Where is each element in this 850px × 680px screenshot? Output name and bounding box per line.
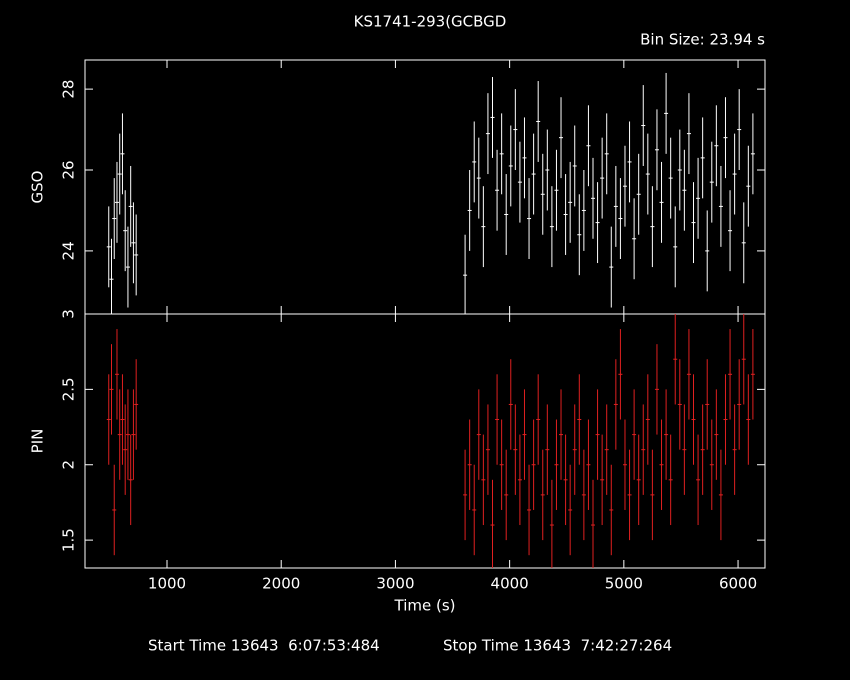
y-tick-label: 24 [60, 241, 78, 260]
chart-title: KS1741-293(GCBGD [354, 13, 507, 31]
x-tick-label: 2000 [262, 575, 300, 593]
y-tick-label: 1.5 [60, 528, 78, 552]
panel-frame [84, 313, 766, 569]
y-axis-label: PIN [29, 429, 47, 454]
x-tick-label: 1000 [148, 575, 186, 593]
x-tick-label: 4000 [491, 575, 529, 593]
stop-time: Stop Time 13643 7:42:27:264 [443, 637, 672, 655]
y-tick-label: 28 [60, 80, 78, 99]
y-tick-label: 3 [60, 309, 78, 319]
y-tick-label: 26 [60, 160, 78, 179]
x-tick-label: 3000 [376, 575, 414, 593]
x-tick-label: 5000 [605, 575, 643, 593]
series [106, 314, 755, 568]
bin-size: Bin Size: 23.94 s [640, 31, 765, 49]
start-time: Start Time 13643 6:07:53:484 [148, 637, 380, 655]
x-axis-label: Time (s) [394, 597, 456, 615]
y-tick-label: 2 [60, 460, 78, 470]
series [106, 72, 755, 314]
y-axis-label: GSO [29, 171, 47, 204]
x-tick-label: 6000 [719, 575, 757, 593]
y-tick-label: 2.5 [60, 377, 78, 401]
